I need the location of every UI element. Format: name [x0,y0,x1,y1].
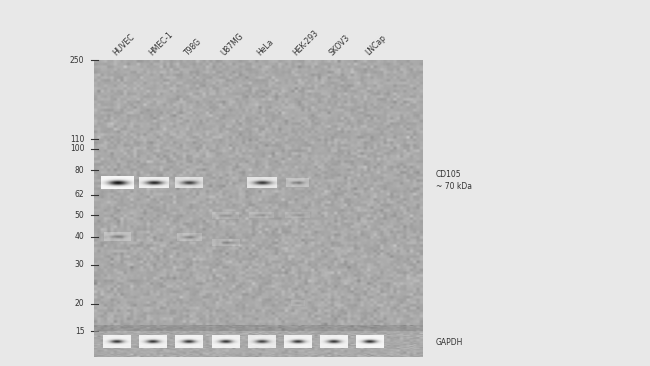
Text: 50: 50 [75,211,84,220]
Text: HEK-293: HEK-293 [291,28,320,57]
Text: HUVEC: HUVEC [111,32,136,57]
Text: 110: 110 [70,135,84,144]
Text: GAPDH: GAPDH [436,338,463,347]
Text: 100: 100 [70,144,84,153]
Text: LNCap: LNCap [363,33,387,57]
Text: 62: 62 [75,190,84,199]
Text: CD105
~ 70 kDa: CD105 ~ 70 kDa [436,170,472,191]
Text: T98G: T98G [183,37,203,57]
Text: 250: 250 [70,56,84,65]
Text: 30: 30 [75,260,84,269]
Text: 15: 15 [75,327,84,336]
Text: 80: 80 [75,165,84,175]
Text: 20: 20 [75,299,84,308]
Text: HeLa: HeLa [255,37,276,57]
Text: 40: 40 [75,232,84,241]
Text: U87MG: U87MG [219,31,245,57]
Text: SKOV3: SKOV3 [328,33,352,57]
Text: HMEC-1: HMEC-1 [147,30,174,57]
